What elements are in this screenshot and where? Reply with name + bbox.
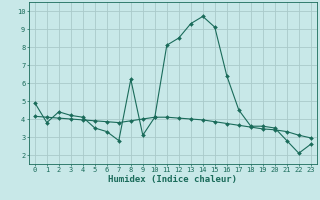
X-axis label: Humidex (Indice chaleur): Humidex (Indice chaleur) <box>108 175 237 184</box>
